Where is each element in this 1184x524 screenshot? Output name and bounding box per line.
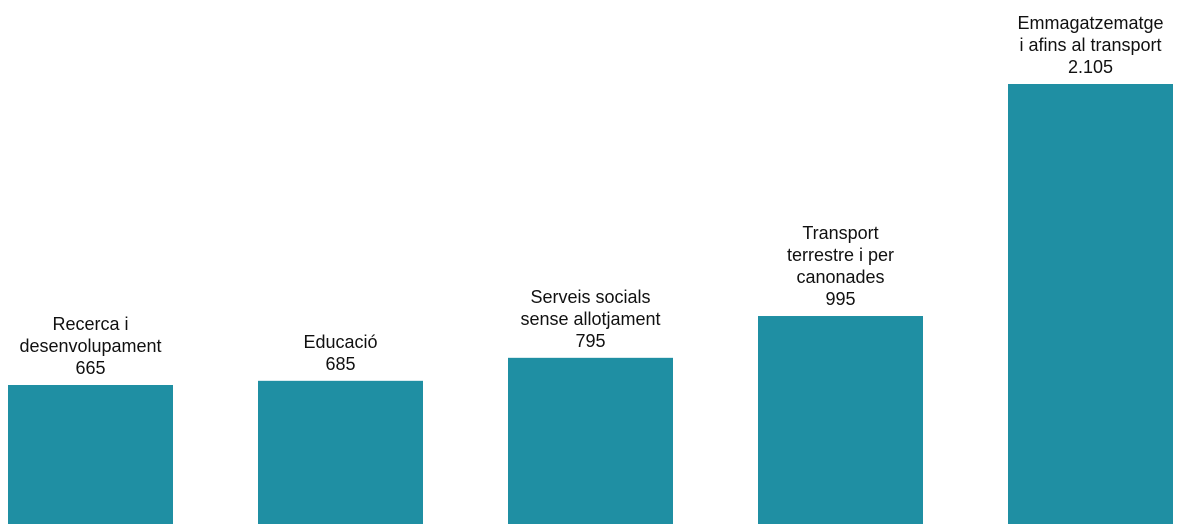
category-label-3-line-1: terrestre i per [787, 245, 894, 265]
category-label-1-line-0: Educació [303, 332, 377, 352]
bar-0 [8, 384, 173, 524]
bar-2 [508, 357, 673, 524]
value-label-0: 665 [75, 358, 105, 378]
bar-4 [1008, 84, 1173, 524]
category-label-4-line-0: Emmagatzematge [1017, 13, 1163, 33]
value-label-3: 995 [825, 289, 855, 309]
category-label-2-line-0: Serveis socials [530, 287, 650, 307]
value-label-2: 795 [575, 331, 605, 351]
bar-1 [258, 380, 423, 524]
value-label-4: 2.105 [1068, 57, 1113, 77]
category-label-0-line-1: desenvolupament [19, 336, 161, 356]
category-label-3-line-2: canonades [796, 267, 884, 287]
bar-3 [758, 316, 923, 524]
category-label-4-line-1: i afins al transport [1019, 35, 1161, 55]
category-label-2-line-1: sense allotjament [520, 309, 660, 329]
category-label-0-line-0: Recerca i [52, 314, 128, 334]
category-label-3-line-0: Transport [802, 223, 878, 243]
value-label-1: 685 [325, 354, 355, 374]
bars-group [8, 84, 1173, 524]
